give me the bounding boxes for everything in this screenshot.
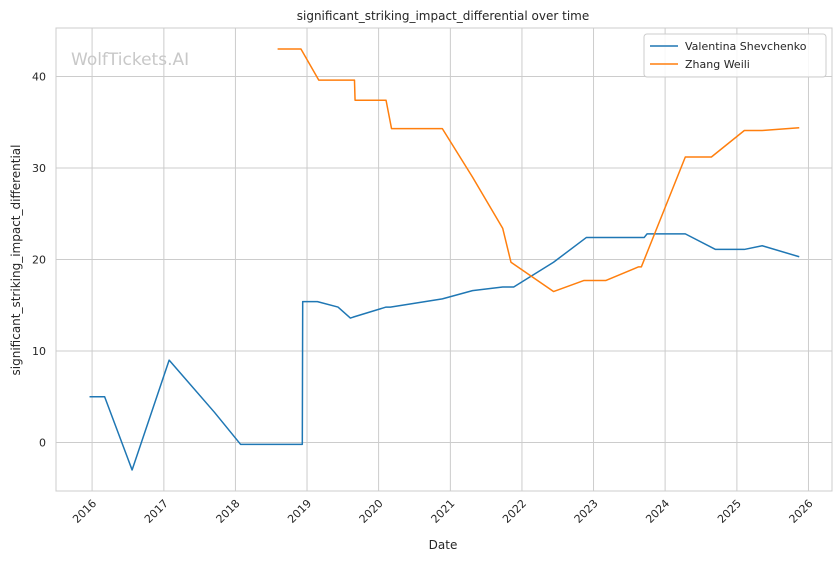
legend-label-1: Zhang Weili	[685, 58, 750, 71]
y-tick-label: 40	[32, 70, 46, 83]
y-tick-label: 30	[32, 162, 46, 175]
x-axis-label: Date	[429, 538, 458, 552]
plot-border	[55, 27, 833, 492]
legend-box	[643, 33, 827, 78]
legend-label-0: Valentina Shevchenko	[685, 40, 807, 53]
y-tick-label: 10	[32, 345, 46, 358]
watermark: WolfTickets.AI	[71, 50, 189, 70]
series-line-1	[277, 48, 800, 293]
y-axis-label: significant_striking_impact_differential	[9, 145, 23, 376]
chart-title: significant_striking_impact_differential…	[297, 9, 589, 23]
y-tick-label: 0	[39, 437, 46, 450]
series-line-0	[89, 233, 800, 471]
y-tick-label: 20	[32, 254, 46, 267]
series-layer	[89, 48, 800, 471]
legend: Valentina Shevchenko Zhang Weili	[643, 33, 827, 78]
y-axis-ticks: 0 10 20 30 40	[32, 70, 46, 449]
